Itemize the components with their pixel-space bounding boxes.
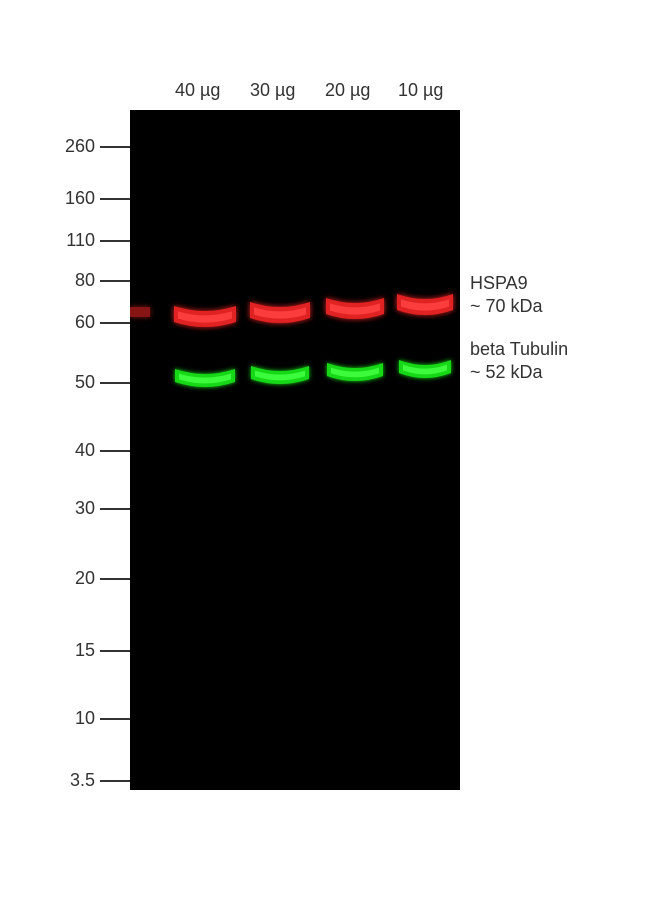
marker-value: 40 — [75, 440, 95, 461]
lane-label-3: 20 µg — [325, 80, 370, 101]
protein-kda-tubulin: ~ 52 kDa — [470, 361, 568, 384]
molecular-weight-markers: 260 160 110 80 60 50 40 30 20 15 10 3.5 — [30, 110, 130, 790]
blot-svg — [130, 110, 460, 790]
marker-value: 260 — [65, 136, 95, 157]
marker-tick — [100, 780, 130, 782]
marker-tick — [100, 280, 130, 282]
marker-value: 30 — [75, 498, 95, 519]
marker-10: 10 — [30, 708, 130, 729]
protein-label-tubulin: beta Tubulin ~ 52 kDa — [470, 338, 568, 385]
protein-label-hspa9: HSPA9 ~ 70 kDa — [470, 272, 543, 319]
marker-tick — [100, 322, 130, 324]
marker-value: 20 — [75, 568, 95, 589]
marker-60: 60 — [30, 312, 130, 333]
marker-260: 260 — [30, 136, 130, 157]
marker-tick — [100, 650, 130, 652]
marker-160: 160 — [30, 188, 130, 209]
marker-tick — [100, 718, 130, 720]
western-blot-figure: 40 µg 30 µg 20 µg 10 µg 260 160 110 80 60 50 4… — [30, 60, 620, 840]
marker-value: 80 — [75, 270, 95, 291]
marker-3.5: 3.5 — [30, 770, 130, 791]
marker-value: 110 — [66, 230, 95, 251]
marker-tick — [100, 382, 130, 384]
marker-value: 3.5 — [70, 770, 95, 791]
blot-membrane — [130, 110, 460, 790]
marker-110: 110 — [30, 230, 130, 251]
marker-value: 15 — [75, 640, 95, 661]
lane-labels-row: 40 µg 30 µg 20 µg 10 µg — [130, 80, 460, 105]
edge-bleed — [130, 307, 150, 317]
marker-value: 10 — [75, 708, 95, 729]
protein-kda-hspa9: ~ 70 kDa — [470, 295, 543, 318]
marker-tick — [100, 146, 130, 148]
lane-label-1: 40 µg — [175, 80, 220, 101]
lane-label-4: 10 µg — [398, 80, 443, 101]
marker-tick — [100, 450, 130, 452]
marker-50: 50 — [30, 372, 130, 393]
marker-80: 80 — [30, 270, 130, 291]
marker-15: 15 — [30, 640, 130, 661]
marker-tick — [100, 240, 130, 242]
marker-tick — [100, 198, 130, 200]
marker-value: 50 — [75, 372, 95, 393]
marker-tick — [100, 578, 130, 580]
protein-name-hspa9: HSPA9 — [470, 272, 543, 295]
marker-value: 60 — [75, 312, 95, 333]
lane-label-2: 30 µg — [250, 80, 295, 101]
marker-20: 20 — [30, 568, 130, 589]
marker-value: 160 — [65, 188, 95, 209]
marker-tick — [100, 508, 130, 510]
marker-40: 40 — [30, 440, 130, 461]
protein-name-tubulin: beta Tubulin — [470, 338, 568, 361]
marker-30: 30 — [30, 498, 130, 519]
